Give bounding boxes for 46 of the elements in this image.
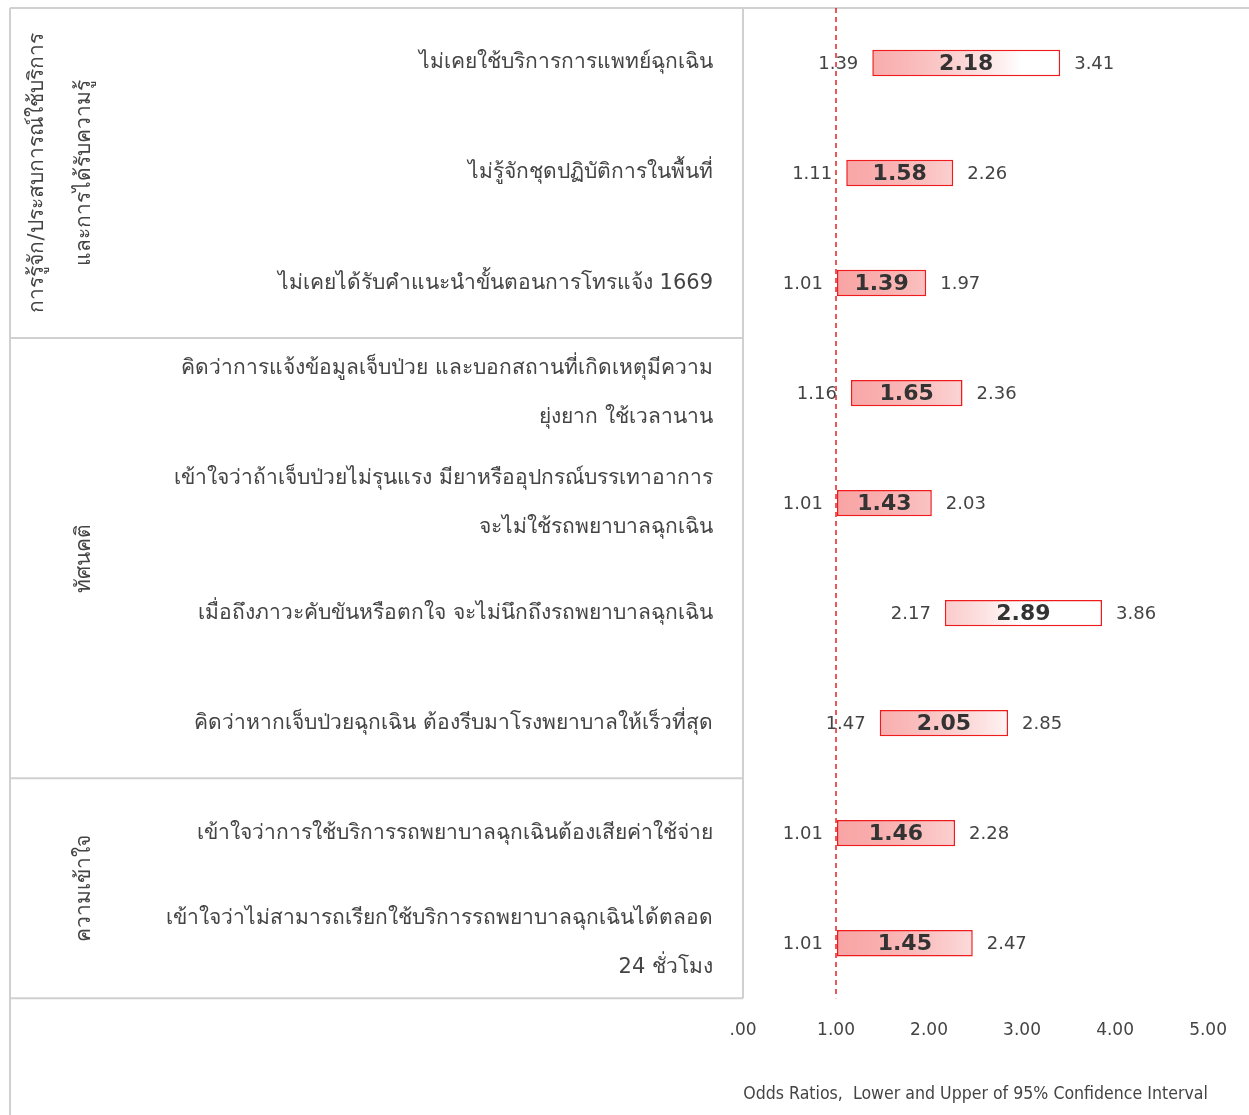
annotation: 2.89 (996, 599, 1051, 625)
x-tick-label: 3.00 (1003, 1018, 1041, 1039)
annotation: 1.11 (792, 161, 833, 183)
y-tick-label: ไม่เคยใช้บริการการแพทย์ฉุกเฉิน (417, 49, 713, 75)
annotation: 1.01 (782, 931, 823, 953)
annotation: 1.97 (940, 271, 981, 293)
annotation: 2.36 (976, 381, 1017, 403)
annotation: 1.45 (877, 929, 932, 955)
annotation: 1.43 (857, 489, 912, 515)
y-tick-label: เมื่อถึงภาวะคับขันหรือตกใจ จะไม่นึกถึงรถพยาบาลฉุกเฉิน (198, 596, 713, 625)
annotation: 2.85 (1022, 711, 1063, 733)
annotation: 1.01 (782, 491, 823, 513)
text: การรู้จัก/ประสบการณ์ใช้บริการ และการได้รับความรู้ (24, 33, 97, 313)
annotation: 1.58 (872, 159, 927, 185)
annotation: 1.01 (782, 821, 823, 843)
annotation: 1.47 (825, 711, 866, 733)
y-tick-label: เข้าใจว่าถ้าเจ็บป่วยไม่รุนแรง มียาหรืออุปกรณ์บรรเทาอาการ จะไม่ใช้รถพยาบาลฉุกเฉิน (174, 463, 713, 539)
annotation: 1.65 (879, 379, 934, 405)
y-tick-label: เข้าใจว่าไม่สามารถเรียกใช้บริการรถพยาบาลฉุกเฉินได้ตลอด 24 ชั่วโมง (166, 905, 713, 978)
y-tick-label: ไม่เคยได้รับคำแนะนำขั้นตอนการโทรแจ้ง 1669 (275, 266, 713, 294)
x-tick-label: 4.00 (1096, 1018, 1134, 1039)
y-tick-label: ไม่รู้จักชุดปฏิบัติการในพื้นที่ (466, 156, 713, 185)
y-tick-label: คิดว่าหากเจ็บป่วยฉุกเฉิน ต้องรีบมาโรงพยาบาลให้เร็วที่สุด (194, 706, 713, 735)
annotation: 1.16 (796, 381, 837, 403)
annotation: 3.41 (1074, 51, 1115, 73)
x-tick-label: 2.00 (910, 1018, 948, 1039)
annotation: 2.26 (967, 161, 1008, 183)
y-tick-label: คิดว่าการแจ้งข้อมูลเจ็บป่วย และบอกสถานที่เกิดเหตุมีความ ยุ่งยาก ใช้เวลานาน (181, 352, 713, 429)
annotation: 1.39 (818, 51, 859, 73)
annotation: 2.05 (916, 709, 972, 735)
x-axis-title: Odds Ratios, Lower and Upper of 95% Confidence Interval (743, 1083, 1208, 1104)
x-tick-label: 5.00 (1189, 1018, 1227, 1039)
annotation: 1.46 (868, 819, 924, 845)
annotation: 2.17 (890, 601, 931, 623)
x-tick-label: .00 (729, 1018, 757, 1039)
annotation: 2.28 (969, 821, 1010, 843)
annotation: 2.18 (939, 49, 994, 75)
annotation: 2.47 (986, 931, 1027, 953)
annotation: 3.86 (1116, 601, 1157, 623)
annotation: 1.01 (782, 271, 823, 293)
y-tick-label: เข้าใจว่าการใช้บริการรถพยาบาลฉุกเฉินต้องเสียค่าใช้จ่าย (197, 819, 713, 845)
text: ทัศนคติ (71, 523, 96, 593)
annotation: 1.39 (854, 269, 909, 295)
x-tick-label: 1.00 (817, 1018, 855, 1039)
annotation: 2.03 (945, 491, 986, 513)
text: ความเข้าใจ (71, 834, 96, 942)
